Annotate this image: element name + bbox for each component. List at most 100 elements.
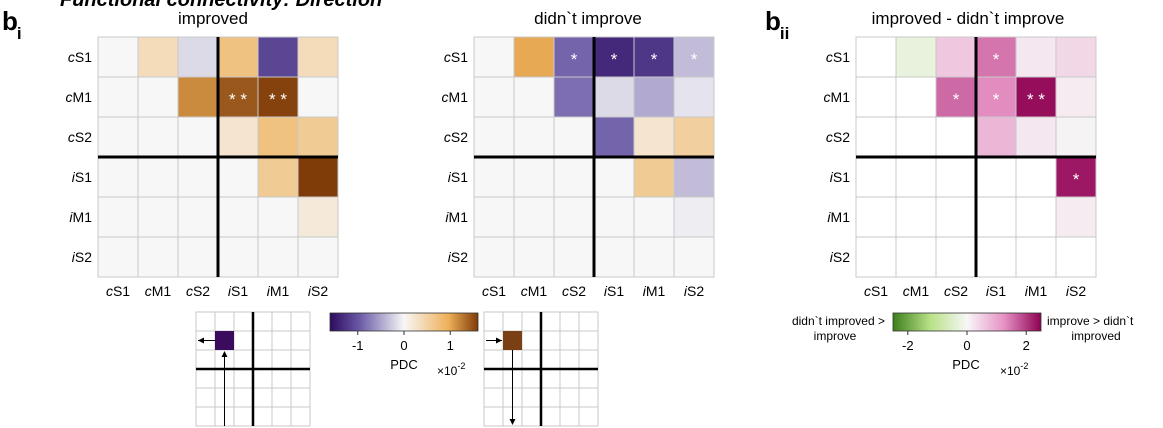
heatmap-cell [137, 36, 179, 78]
row-label: cS1 [68, 49, 92, 65]
schematic-cell [559, 368, 580, 389]
heatmap-cell [297, 36, 339, 78]
heatmap-cell [473, 236, 515, 278]
heatmap-cell [473, 196, 515, 238]
significance-star: * [1073, 170, 1080, 189]
heatmap-cell [975, 196, 1017, 238]
colorbar-2-right-text-1: improve > didn`t [1047, 314, 1134, 328]
colorbar-1-multiplier: ×10-2 [437, 361, 465, 378]
heatmap-cell [975, 236, 1017, 278]
schematic-cell [578, 330, 599, 351]
heatmap-cell [895, 116, 937, 158]
heatmap-1-title: improved [178, 9, 248, 28]
schematic-cell [521, 406, 542, 427]
column-label: cS2 [562, 283, 586, 299]
heatmap-cell [473, 116, 515, 158]
schematic-cell [271, 311, 292, 332]
panel-b-letter: bi [2, 6, 22, 43]
heatmap-cell [855, 156, 897, 198]
heatmap-cell [473, 156, 515, 198]
row-label: cS2 [444, 129, 468, 145]
colorbar-tick-label: -1 [352, 338, 364, 353]
schematic-cell [578, 406, 599, 427]
schematic-cell [252, 349, 273, 370]
schematic-cell [271, 330, 292, 351]
schematic-left [195, 311, 311, 427]
schematic-cell [290, 387, 311, 408]
schematic-cell [195, 311, 216, 332]
significance-star: * [993, 90, 1000, 109]
heatmap-cell [633, 236, 675, 278]
heatmap-cell [217, 36, 259, 78]
figure-title: Functional connectivity: Direction [60, 0, 382, 11]
heatmap-cell [895, 236, 937, 278]
schematic-cell [271, 406, 292, 427]
colorbar-2-multiplier: ×10-2 [1000, 361, 1028, 378]
schematic-cell [290, 349, 311, 370]
schematic-cell [290, 406, 311, 427]
heatmap-cell [137, 156, 179, 198]
heatmap-cell [177, 76, 219, 118]
heatmap-cell [855, 196, 897, 238]
heatmap-cell [473, 76, 515, 118]
column-label: iS1 [986, 283, 1006, 299]
row-label: iS2 [830, 249, 850, 265]
schematic-cell [540, 330, 561, 351]
heatmap-cell [553, 196, 595, 238]
colorbar-2-right-text-2: improved [1071, 329, 1120, 343]
schematic-highlight [503, 331, 522, 350]
heatmap-cell [593, 76, 635, 118]
heatmap-cell [217, 116, 259, 158]
arrow-head-icon [198, 337, 204, 344]
heatmap-cell [177, 156, 219, 198]
colorbar-tick-label: 1 [447, 338, 454, 353]
heatmap-cell [1015, 116, 1057, 158]
heatmap-cell [513, 236, 555, 278]
heatmap-cell [1015, 236, 1057, 278]
heatmap-difference: * * * * * * cS1 cM1 cS2 iS1 iM1 iS2 cS1 cM1 cS2 iS1 iM1… [824, 36, 1097, 299]
column-label: cS1 [864, 283, 888, 299]
significance-star: * * [269, 90, 287, 109]
schematic-cell [559, 349, 580, 370]
heatmap-cell [673, 196, 715, 238]
schematic-cell [559, 406, 580, 427]
heatmap-cell [297, 116, 339, 158]
heatmap-cell [297, 236, 339, 278]
heatmap-cell [633, 76, 675, 118]
row-label: cS1 [444, 49, 468, 65]
column-label: cS1 [482, 283, 506, 299]
heatmap-cell [1015, 156, 1057, 198]
heatmap-cell [297, 196, 339, 238]
column-label: iS2 [308, 283, 328, 299]
arrow-head-icon [509, 419, 516, 425]
significance-star: * [651, 50, 658, 69]
heatmap-cell [855, 76, 897, 118]
significance-star: * [611, 50, 618, 69]
heatmap-cell [177, 236, 219, 278]
heatmap-cell [97, 196, 139, 238]
schematic-cell [195, 406, 216, 427]
heatmap-cell [593, 196, 635, 238]
schematic-cell [540, 311, 561, 332]
schematic-cell [233, 311, 254, 332]
column-label: cM1 [145, 283, 172, 299]
heatmap-cell [593, 36, 635, 78]
significance-star: * [993, 50, 1000, 69]
heatmap-cell [297, 156, 339, 198]
heatmap-cell [553, 236, 595, 278]
heatmap-cell [97, 236, 139, 278]
schematic-cell [578, 311, 599, 332]
heatmap-cell [673, 36, 715, 78]
heatmap-cell [593, 156, 635, 198]
schematic-cell [578, 349, 599, 370]
schematic-cell [233, 368, 254, 389]
row-label: iS2 [72, 249, 92, 265]
heatmap-cell [633, 196, 675, 238]
row-label: cS2 [826, 129, 850, 145]
heatmap-cell [895, 196, 937, 238]
heatmap-cell [137, 236, 179, 278]
heatmap-cell [177, 116, 219, 158]
column-label: iM1 [643, 283, 666, 299]
heatmap-cell [137, 76, 179, 118]
panel-bii-letter: bii [765, 6, 789, 43]
